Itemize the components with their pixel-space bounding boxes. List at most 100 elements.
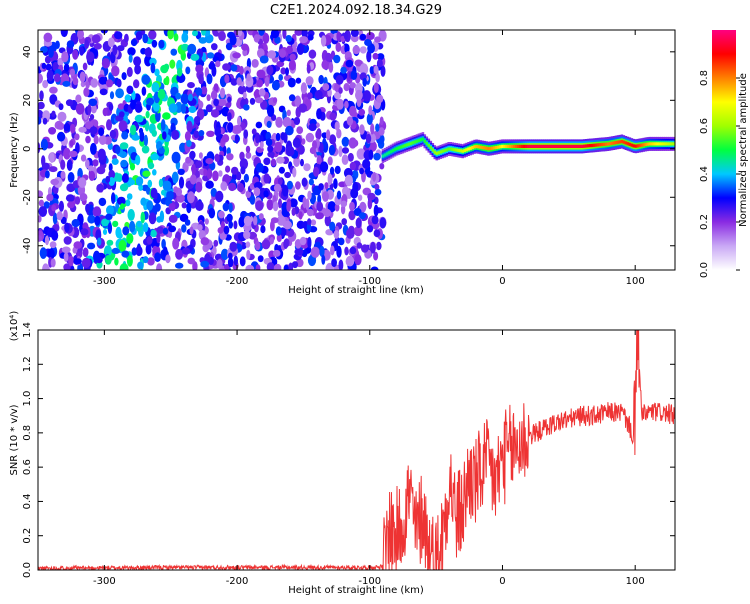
heatmap-cell bbox=[353, 226, 363, 237]
heatmap-cell bbox=[341, 154, 349, 165]
heatmap-cell bbox=[324, 182, 329, 190]
ridge-cell bbox=[437, 151, 441, 155]
heatmap-cell bbox=[38, 235, 43, 242]
heatmap-cell bbox=[69, 68, 76, 77]
ridge-cell bbox=[439, 150, 443, 154]
heatmap-cell bbox=[294, 95, 302, 108]
heatmap-cell bbox=[267, 151, 275, 158]
heatmap-cell bbox=[101, 58, 110, 69]
heatmap-cell bbox=[272, 132, 277, 140]
y-tick-label: 0.6 bbox=[22, 459, 33, 475]
heatmap-cell bbox=[296, 126, 304, 134]
heatmap-cell bbox=[205, 104, 213, 113]
heatmap-cell bbox=[266, 262, 275, 270]
ridge-cell bbox=[409, 141, 413, 146]
heatmap-cell bbox=[278, 166, 285, 174]
heatmap-cell bbox=[265, 138, 273, 147]
heatmap-cell bbox=[239, 151, 245, 161]
heatmap-cell bbox=[255, 162, 264, 173]
heatmap-cell bbox=[69, 123, 76, 134]
ridge-cell bbox=[417, 138, 421, 143]
heatmap-cell bbox=[102, 229, 108, 235]
heatmap-cell bbox=[307, 218, 312, 226]
heatmap-cell bbox=[201, 86, 208, 95]
heatmap-cell bbox=[361, 244, 369, 253]
ridge-cell bbox=[383, 153, 387, 157]
heatmap-cell bbox=[237, 116, 242, 127]
y-tick-label: -40 bbox=[22, 238, 33, 254]
heatmap-cell bbox=[126, 85, 134, 95]
heatmap-cell bbox=[259, 55, 269, 64]
heatmap-cell bbox=[322, 83, 330, 91]
heatmap-cell bbox=[301, 138, 306, 145]
ridge-cell bbox=[403, 144, 407, 148]
colorbar-gradient bbox=[712, 30, 736, 270]
ridge-cell bbox=[602, 142, 606, 146]
heatmap-cell bbox=[106, 239, 114, 246]
heatmap-cell bbox=[318, 74, 325, 85]
heatmap-cell bbox=[109, 129, 117, 139]
heatmap-cell bbox=[367, 192, 376, 201]
heatmap-cell bbox=[283, 239, 289, 250]
heatmap-cell bbox=[47, 248, 55, 260]
heatmap-cells bbox=[38, 30, 387, 270]
heatmap-cell bbox=[187, 82, 195, 89]
heatmap-cell bbox=[286, 45, 293, 54]
heatmap-cell bbox=[322, 191, 329, 202]
heatmap-cell bbox=[298, 103, 307, 113]
heatmap-cell bbox=[288, 262, 294, 270]
ridge-cell bbox=[586, 144, 590, 148]
heatmap-cell bbox=[69, 150, 78, 158]
heatmap-cell bbox=[331, 258, 337, 267]
heatmap-cell bbox=[38, 103, 41, 111]
heatmap-cell bbox=[94, 215, 101, 226]
colorbar-label: Normalized spectral amplitude bbox=[738, 73, 749, 227]
ridge-cell bbox=[541, 144, 544, 148]
heatmap-cell bbox=[335, 42, 342, 53]
heatmap-cell bbox=[126, 66, 133, 78]
heatmap-cell bbox=[255, 264, 261, 270]
ridge-cell bbox=[658, 142, 661, 146]
ridge-cell bbox=[608, 142, 612, 146]
heatmap-cell bbox=[233, 255, 238, 266]
heatmap-cell bbox=[321, 254, 326, 265]
heatmap-cell bbox=[376, 53, 385, 61]
heatmap-cell bbox=[49, 241, 57, 249]
heatmap-cell bbox=[42, 263, 50, 270]
ridge-cell bbox=[457, 148, 460, 153]
heatmap-cell bbox=[258, 88, 266, 97]
y-tick-label: 1.0 bbox=[22, 391, 33, 407]
heatmap-cell bbox=[212, 170, 219, 182]
heatmap-cell bbox=[168, 103, 178, 113]
colorbar-tick-label: 0.4 bbox=[699, 166, 710, 182]
heatmap-cell bbox=[97, 237, 102, 246]
ridge-cell bbox=[491, 146, 494, 150]
heatmap-cell bbox=[308, 49, 317, 59]
heatmap-cell bbox=[354, 59, 363, 67]
heatmap-cell bbox=[48, 47, 54, 58]
heatmap-cell bbox=[299, 36, 308, 44]
heatmap-cell bbox=[198, 230, 206, 240]
ridge-cell bbox=[507, 144, 510, 148]
heatmap-cell bbox=[146, 200, 154, 211]
heatmap-cell bbox=[245, 264, 255, 270]
heatmap-cell bbox=[228, 202, 233, 213]
heatmap-cell bbox=[285, 67, 289, 76]
heatmap-cell bbox=[101, 218, 110, 227]
heatmap-cell bbox=[280, 132, 286, 141]
heatmap-cell bbox=[142, 170, 151, 177]
heatmap-cell bbox=[214, 153, 220, 162]
heatmap-cell bbox=[254, 241, 261, 251]
heatmap-cell bbox=[186, 120, 193, 133]
heatmap-cell bbox=[135, 31, 143, 41]
ridge-cell bbox=[616, 140, 620, 144]
heatmap-cell bbox=[327, 156, 333, 166]
spectrogram-y-label: Frequency (Hz) bbox=[9, 112, 20, 188]
heatmap-cell bbox=[307, 236, 312, 249]
heatmap-cell bbox=[195, 87, 203, 96]
heatmap-cell bbox=[340, 200, 348, 208]
heatmap-cell bbox=[348, 210, 356, 221]
heatmap-cell bbox=[72, 49, 79, 60]
ridge-cell bbox=[580, 144, 584, 148]
heatmap-cell bbox=[201, 30, 206, 36]
